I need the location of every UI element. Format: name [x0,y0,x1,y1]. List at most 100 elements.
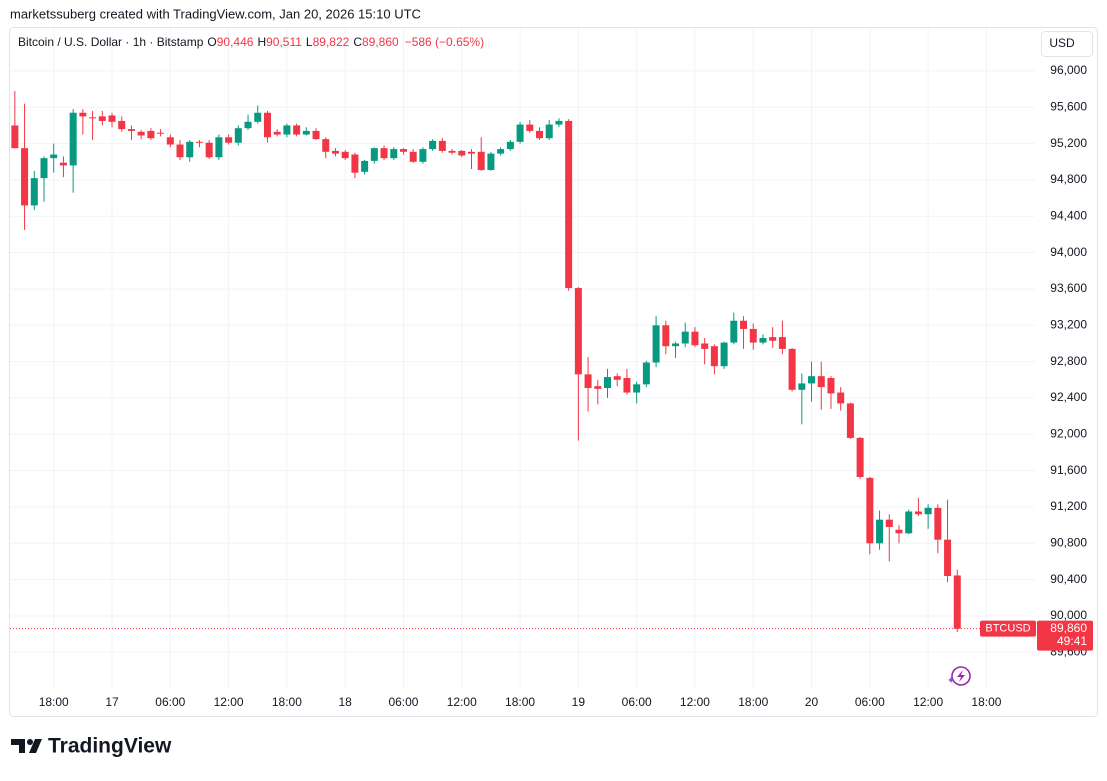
ohlc-key: C [353,35,362,49]
ohlc-key: H [257,35,266,49]
candle-body [409,151,417,162]
lightning-icon[interactable] [948,666,971,686]
currency[interactable]: USD [1049,36,1075,50]
symbol: Bitcoin / U.S. Dollar · 1h · Bitstamp [18,35,204,49]
candle-body [623,377,631,393]
x-tick-label: 19 [572,695,586,709]
candle-body [584,374,592,388]
y-tick-label: 93,600 [1050,281,1087,295]
candle-body [302,130,310,135]
candle-body [283,125,291,135]
candle-body [866,477,874,544]
candle-body [681,331,689,344]
currency-button[interactable] [1041,31,1093,57]
caption: marketssuberg created with TradingView.c… [10,6,421,21]
y-tick-label: 93,200 [1050,317,1087,331]
x-tick-label: 20 [805,695,819,709]
candle-body [526,124,534,131]
candle-body [720,342,728,367]
x-tick-label: 18:00 [505,695,535,709]
candle-body [147,130,155,139]
y-tick-label: 96,000 [1050,63,1087,77]
candle-body [769,337,777,341]
x-tick-label: 12:00 [447,695,477,709]
price-tag-label: 89,860 [1050,621,1087,635]
change: −586 (−0.65%) [405,35,484,49]
candle-body [506,141,514,150]
candle-body [331,150,339,154]
y-tick-label: 92,000 [1050,426,1087,440]
candle-body [613,376,621,380]
candle-body [788,348,796,390]
candle-body [944,539,952,577]
x-tick-label: 12:00 [214,695,244,709]
x-tick-label: 06:00 [155,695,185,709]
candle-body [322,139,330,152]
candle-body [361,160,369,172]
candle-body [710,346,718,367]
y-tick-label: 90,400 [1050,572,1087,586]
candle-body [79,112,87,117]
candle-body [438,140,446,151]
symbol-tag-label: BTCUSD [985,623,1030,635]
candle-body [642,362,650,385]
candle-body [856,437,864,477]
candle-body [817,376,825,388]
y-tick-label: 91,600 [1050,463,1087,477]
axes: 89,60090,00090,40090,80091,20091,60092,0… [39,63,1093,709]
y-tick-label: 95,600 [1050,99,1087,113]
candle-body [419,149,427,162]
candle-body [545,124,553,139]
candle-body [778,337,786,349]
candle-body [497,149,505,154]
x-tick-label: 12:00 [913,695,943,709]
candle-body [448,150,456,153]
candle-body [885,519,893,527]
candle-body [225,137,233,143]
candle-body [691,331,699,346]
price-tag [1037,620,1093,651]
y-tick-label: 94,800 [1050,172,1087,186]
symbol-tag [980,620,1036,637]
y-tick-label: 94,000 [1050,245,1087,259]
candle-body [380,148,388,159]
ohlc-key: O [207,35,216,49]
candle-body [827,377,835,394]
x-tick-label: 12:00 [680,695,710,709]
x-tick-label: 06:00 [388,695,418,709]
candle-body [157,132,165,134]
y-tick-label: 94,400 [1050,208,1087,222]
candle-body [924,507,932,515]
candle-body [652,325,660,363]
candle-body [594,386,602,389]
candle-body [467,151,475,154]
candle-body [487,153,495,170]
candle-body [390,149,398,159]
candle-body [195,141,203,143]
candle-body [672,343,680,347]
candle-body [633,384,641,393]
candle-body [263,112,271,138]
chart-frame [9,27,1098,717]
price-countdown: 49:41 [1057,634,1087,648]
candle-body [458,150,466,156]
candle-body [11,125,19,149]
candle-body [312,130,320,140]
x-tick-label: 18 [339,695,353,709]
candle-body [846,403,854,438]
brand: TradingView [48,735,172,758]
candle-body [244,121,252,129]
candle-body [59,162,67,166]
candle-body [953,575,961,629]
candle-body [30,178,38,206]
candle-body [934,507,942,540]
plot [10,90,1035,633]
candle-body [127,129,135,131]
candle-body [293,125,301,135]
ohlc-value: 90,511 [266,35,302,49]
candle-body [50,154,58,159]
candle-body [98,116,106,121]
candle-body [701,343,709,349]
